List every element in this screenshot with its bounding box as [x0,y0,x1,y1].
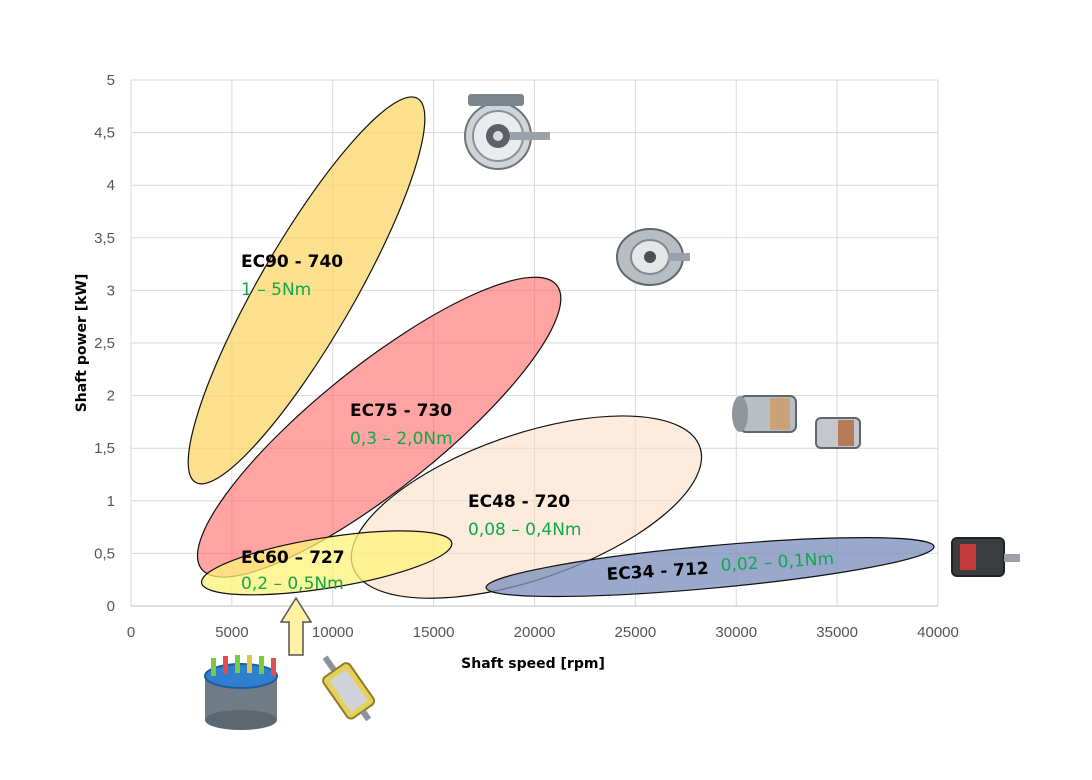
y-tick-label: 4,5 [94,125,115,142]
torque-label: 0,3 – 2,0Nm [350,429,453,449]
x-axis-title: Shaft speed [rpm] [461,656,605,672]
y-tick-label: 2 [107,388,115,405]
arrow-up-icon [279,596,313,656]
torque-label: 0,2 – 0,5Nm [241,574,344,594]
x-tick-label: 20000 [514,624,556,641]
x-tick-label: 25000 [615,624,657,641]
x-tick-label: 10000 [312,624,354,641]
region-ellipse [187,96,426,485]
motor-ec90-image [464,94,550,170]
torque-label: 0,08 – 0,4Nm [468,520,581,540]
x-tick-label: 5000 [215,624,248,641]
motor-ec48-image-2 [815,417,861,449]
x-tick-label: 15000 [413,624,455,641]
region-ellipse [485,537,935,598]
model-label: EC60 – 727 [241,548,345,568]
stator-image [204,655,278,730]
axes: 0 5000 10000 15000 20000 25000 30000 35000 40000… [94,72,959,641]
y-tick-label: 4 [107,177,115,194]
y-axis-title: Shaft power [kW] [74,274,90,413]
y-tick-label: 1 [107,493,115,510]
y-tick-label: 0,5 [94,545,115,562]
x-tick-label: 30000 [715,624,757,641]
y-tick-label: 0 [107,598,115,615]
y-tick-label: 5 [107,72,115,89]
model-label: EC90 - 740 [241,252,343,272]
region-ellipse [196,276,562,578]
x-tick-label: 40000 [917,624,959,641]
motor-ec48-image-1 [732,395,797,433]
x-tick-label: 35000 [816,624,858,641]
y-tick-label: 2,5 [94,335,115,352]
motor-ec34-image [951,537,1020,577]
model-label: EC48 - 720 [468,492,570,512]
ellipses [187,96,935,599]
x-tick-label: 0 [127,624,135,641]
y-tick-label: 3,5 [94,230,115,247]
y-tick-label: 1,5 [94,440,115,457]
y-tick-label: 3 [107,282,115,299]
model-label: EC75 - 730 [350,401,452,421]
torque-label: 1 – 5Nm [241,280,311,300]
region-ellipse [200,530,453,596]
motor-ec75-image [616,228,690,286]
rotor-image [322,655,376,722]
